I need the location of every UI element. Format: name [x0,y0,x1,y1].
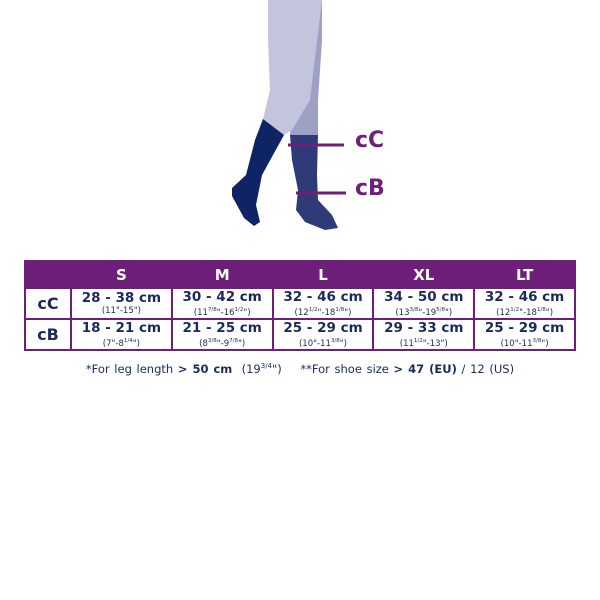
inch-fraction: 3/8 [207,337,217,344]
inch-fraction: 1/2 [413,337,423,344]
inch-text: (8 [199,338,208,349]
inch-text: "-19 [418,307,437,318]
leg-note: *For leg length [85,362,178,376]
size-chart-table: S M L XL LT cC 28 - 38 cm (11"-15") 30 - 42… [24,260,576,351]
inch-range: (10"-113/8") [274,336,373,349]
inch-fraction: 5/8 [436,306,445,313]
inch-text: (13 [395,307,410,318]
inch-fraction: 3/8 [532,337,542,344]
inch-range: (10"-113/8") [475,336,574,349]
inch-fraction: 3/8 [330,337,340,344]
size-cell: 29 - 33 cm (111/2"-13") [372,318,476,351]
shoe-value: > 47 (EU) [393,362,457,376]
inch-text: "-18 [519,307,537,318]
cm-range: 28 - 38 cm [81,290,162,306]
inch-range: (133/8"-195/8") [374,305,473,318]
compression-sock-illustration [232,0,346,230]
cm-range: 29 - 33 cm [384,319,464,336]
size-cell: 25 - 29 cm (10"-113/8") [271,318,375,351]
inch-fraction: 1/2 [308,306,318,313]
cm-range: 32 - 46 cm [283,288,363,305]
inch-fraction: 1/2 [234,306,244,313]
inch-text: (11 [399,338,414,349]
cm-range: 30 - 42 cm [182,288,262,305]
inch-text: (10"-11 [298,338,331,349]
inch-range: (7"-81/4") [72,336,171,349]
inch-fraction: 3/8 [409,306,419,313]
inch-fraction: 7/8 [207,306,217,313]
cm-range: 21 - 25 cm [182,319,262,336]
cm-range: 18 - 21 cm [81,319,162,336]
shoe-us: / 12 (US) [456,362,515,376]
header-size: LT [473,260,576,289]
size-cell: 34 - 50 cm (133/8"-195/8") [372,287,476,320]
inch-text: (7"-8 [102,338,124,349]
front-sock [232,119,284,226]
inch-text: "-16 [216,307,235,318]
inch-range: (83/8"-97/8") [173,336,272,349]
header-size: S [70,260,173,289]
inch-fraction: 1/4 [123,337,133,344]
inch-text: ") [445,307,453,318]
header-size: L [271,260,375,289]
inch-text: "-9 [216,338,230,349]
header-size: M [170,260,274,289]
table-row: cC 28 - 38 cm (11"-15") 30 - 42 cm (117/8"-1… [24,287,576,320]
inch-fraction: 1/8 [536,306,546,313]
front-leg [263,0,322,135]
inch-range: (117/8"-161/2") [173,305,272,318]
inch-range: (111/2"-13") [374,336,473,349]
header-corner [24,260,72,289]
inch-text: ") [545,307,554,318]
size-cell: 25 - 29 cm (10"-113/8") [473,318,576,351]
inch-range: (11"-15") [72,306,171,316]
inch-range: (121/2"-181/8") [274,305,373,318]
size-cell: 21 - 25 cm (83/8"-97/8") [170,318,274,351]
inch-fraction: 7/8 [229,337,238,344]
size-cell: 32 - 46 cm (121/2"-181/8") [473,287,576,320]
inch-text: ") [243,307,251,318]
leg-value: > 50 cm [177,362,233,376]
back-sock [290,135,338,230]
inch-text: (12 [496,307,511,318]
inch-fraction: 1/2 [510,306,520,313]
inch-text: ") [132,338,140,349]
footnote: *For leg length > 50 cm (193/4") **For s… [0,362,600,376]
cm-range: 32 - 46 cm [484,288,565,305]
inch-range: (121/2"-181/8") [475,305,574,318]
size-cell: 32 - 46 cm (121/2"-181/8") [271,287,375,320]
inch-text: ") [344,307,352,318]
inch-text: ") [238,338,246,349]
inch-text: ") [541,338,549,349]
cm-range: 34 - 50 cm [384,288,464,305]
leg-inch-fraction: 3/4 [260,362,272,371]
size-cell: 28 - 38 cm (11"-15") [70,287,173,320]
header-row: S M L XL LT [24,260,576,289]
row-label: cB [24,318,72,351]
inch-text: (12 [294,307,309,318]
shoe-note: **For shoe size [300,362,394,376]
header-size: XL [372,260,476,289]
table-row: cB 18 - 21 cm (7"-81/4") 21 - 25 cm (83/8"-9… [24,318,576,351]
cB-label: cB [355,176,385,201]
cC-label: cC [355,128,385,153]
cm-range: 25 - 29 cm [484,319,565,336]
inch-fraction: 1/8 [335,306,345,313]
size-cell: 18 - 21 cm (7"-81/4") [70,318,173,351]
leg-inch-end: ") [272,362,282,376]
inch-text: "-13") [422,338,448,349]
size-cell: 30 - 42 cm (117/8"-161/2") [170,287,274,320]
inch-text: (10"-11 [500,338,533,349]
cm-range: 25 - 29 cm [283,319,363,336]
inch-text: (11 [193,307,208,318]
row-label: cC [24,287,72,320]
inch-text: ") [339,338,347,349]
leg-inch: (19 [241,362,261,376]
inch-text: (11"-15") [101,306,141,316]
inch-text: "-18 [317,307,336,318]
